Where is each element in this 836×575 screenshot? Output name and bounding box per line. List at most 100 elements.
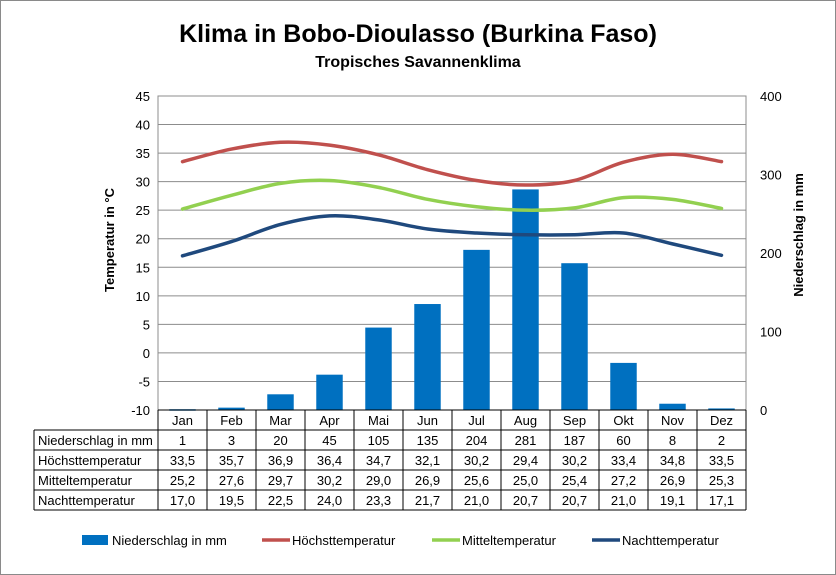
x-tick-label: Dez <box>710 413 733 428</box>
table-cell: 24,0 <box>317 493 342 508</box>
table-cell: 23,3 <box>366 493 391 508</box>
table-cell: 21,0 <box>611 493 636 508</box>
x-tick-label: Mai <box>368 413 389 428</box>
y-tick-left: 45 <box>136 89 150 104</box>
table-cell: 32,1 <box>415 453 440 468</box>
table-row-header: Nachttemperatur <box>38 493 135 508</box>
y-tick-left: 30 <box>136 175 150 190</box>
bar-precipitation <box>512 189 539 410</box>
temperature-lines <box>180 140 724 258</box>
y-tick-left: 40 <box>136 118 150 133</box>
y-tick-right: 100 <box>760 325 782 340</box>
table-cell: 29,0 <box>366 473 391 488</box>
table-cell: 36,9 <box>268 453 293 468</box>
table-cell: 17,0 <box>170 493 195 508</box>
x-tick-label: Jul <box>468 413 485 428</box>
legend-label: Niederschlag in mm <box>112 533 227 548</box>
table-cell: 29,7 <box>268 473 293 488</box>
x-tick-label: Jun <box>417 413 438 428</box>
table-cell: 1 <box>179 433 186 448</box>
table-cell: 27,6 <box>219 473 244 488</box>
gridlines <box>158 95 746 411</box>
chart-title: Klima in Bobo-Dioulasso (Burkina Faso) <box>179 20 657 48</box>
y-tick-right: 400 <box>760 89 782 104</box>
table-cell: 30,2 <box>317 473 342 488</box>
bar-precipitation <box>708 408 735 410</box>
table-cell: 25,4 <box>562 473 587 488</box>
y-tick-left: 15 <box>136 260 150 275</box>
x-tick-label: Aug <box>514 413 537 428</box>
table-cell: 8 <box>669 433 676 448</box>
y-tick-left: 0 <box>143 346 150 361</box>
table-cell: 25,2 <box>170 473 195 488</box>
y-axis-label-left: Temperatur in °C <box>102 187 117 292</box>
table-cell: 60 <box>616 433 630 448</box>
bar-precipitation <box>218 407 245 410</box>
table-cell: 20,7 <box>513 493 538 508</box>
legend-label: Mitteltemperatur <box>462 533 557 548</box>
table-cell: 19,1 <box>660 493 685 508</box>
table-cell: 29,4 <box>513 453 538 468</box>
y-tick-left: 5 <box>143 317 150 332</box>
table-cell: 25,6 <box>464 473 489 488</box>
y-tick-right: 300 <box>760 168 782 183</box>
table-row-header: Niederschlag in mm <box>38 433 153 448</box>
x-tick-label: Sep <box>563 413 586 428</box>
table-cell: 25,0 <box>513 473 538 488</box>
axes: 45 40 35 30 25 20 15 10 5 0 -5 -10 400 300 200 100 0 <box>131 89 782 418</box>
legend-label: Nachttemperatur <box>622 533 719 548</box>
table-cell: 34,8 <box>660 453 685 468</box>
line-night-temperature <box>180 214 724 258</box>
line-mean-temperature <box>180 178 724 212</box>
bar-precipitation <box>659 403 686 410</box>
y-tick-right: 0 <box>760 403 767 418</box>
data-table: Jan Feb Mar Apr Mai Jun Jul Aug Sep Okt Nov Dez Nied… <box>33 409 747 511</box>
table-cell: 33,5 <box>709 453 734 468</box>
x-tick-label: Okt <box>613 413 634 428</box>
table-cell: 34,7 <box>366 453 391 468</box>
table-cell: 35,7 <box>219 453 244 468</box>
table-cell: 281 <box>515 433 537 448</box>
table-cell: 20,7 <box>562 493 587 508</box>
y-tick-left: 35 <box>136 146 150 161</box>
x-tick-label: Mar <box>269 413 292 428</box>
y-tick-left: -5 <box>138 374 150 389</box>
table-cell: 33,4 <box>611 453 636 468</box>
x-tick-label: Jan <box>172 413 193 428</box>
table-cell: 33,5 <box>170 453 195 468</box>
y-tick-left: 20 <box>136 232 150 247</box>
table-cell: 17,1 <box>709 493 734 508</box>
table-cell: 187 <box>564 433 586 448</box>
table-cell: 204 <box>466 433 488 448</box>
table-cell: 3 <box>228 433 235 448</box>
table-cell: 45 <box>322 433 336 448</box>
chart-subtitle: Tropisches Savannenklima <box>315 54 521 71</box>
table-cell: 2 <box>718 433 725 448</box>
table-cell: 30,2 <box>464 453 489 468</box>
legend: Niederschlag in mm Höchsttemperatur Mittel… <box>82 533 719 548</box>
legend-swatch-precipitation <box>82 535 108 545</box>
bar-precipitation <box>267 394 294 410</box>
table-cell: 19,5 <box>219 493 244 508</box>
table-cell: 22,5 <box>268 493 293 508</box>
x-tick-label: Apr <box>319 413 340 428</box>
y-tick-left: 10 <box>136 289 150 304</box>
table-cell: 21,0 <box>464 493 489 508</box>
bar-precipitation <box>561 263 588 410</box>
table-cell: 20 <box>273 433 287 448</box>
x-tick-label: Nov <box>661 413 685 428</box>
table-cell: 25,3 <box>709 473 734 488</box>
table-cell: 26,9 <box>660 473 685 488</box>
table-cell: 21,7 <box>415 493 440 508</box>
table-row-header: Höchsttemperatur <box>38 453 142 468</box>
bar-precipitation <box>316 374 343 410</box>
table-row-header: Mitteltemperatur <box>38 473 133 488</box>
bar-precipitation <box>610 362 637 410</box>
bar-precipitation <box>463 249 490 410</box>
precipitation-bars <box>169 189 735 411</box>
y-tick-right: 200 <box>760 246 782 261</box>
line-max-temperature <box>180 140 724 187</box>
table-cell: 36,4 <box>317 453 342 468</box>
table-cell: 30,2 <box>562 453 587 468</box>
